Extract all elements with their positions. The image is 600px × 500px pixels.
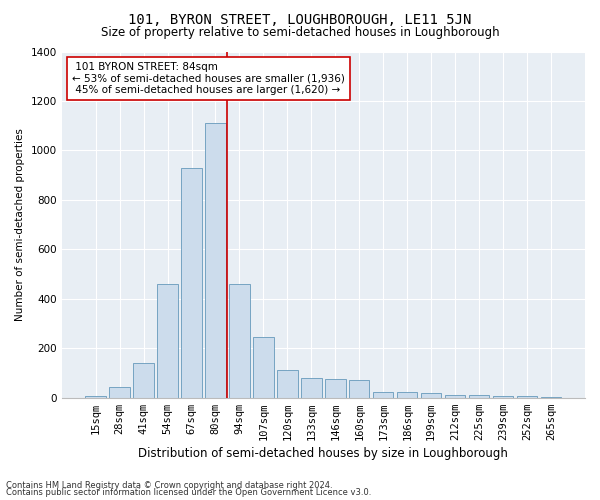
Bar [253,337,274,398]
Bar [301,378,322,398]
Bar [493,396,513,398]
X-axis label: Distribution of semi-detached houses by size in Loughborough: Distribution of semi-detached houses by … [139,447,508,460]
Bar [205,123,226,398]
Bar [181,168,202,398]
Y-axis label: Number of semi-detached properties: Number of semi-detached properties [15,128,25,321]
Bar [109,386,130,398]
Bar [373,392,394,398]
Text: Contains HM Land Registry data © Crown copyright and database right 2024.: Contains HM Land Registry data © Crown c… [6,480,332,490]
Text: 101, BYRON STREET, LOUGHBOROUGH, LE11 5JN: 101, BYRON STREET, LOUGHBOROUGH, LE11 5J… [128,12,472,26]
Bar [325,379,346,398]
Bar [445,394,466,398]
Text: Contains public sector information licensed under the Open Government Licence v3: Contains public sector information licen… [6,488,371,497]
Bar [541,397,561,398]
Text: 101 BYRON STREET: 84sqm
← 53% of semi-detached houses are smaller (1,936)
 45% o: 101 BYRON STREET: 84sqm ← 53% of semi-de… [72,62,345,95]
Bar [421,393,442,398]
Bar [469,395,490,398]
Bar [397,392,418,398]
Bar [157,284,178,398]
Bar [517,396,537,398]
Text: Size of property relative to semi-detached houses in Loughborough: Size of property relative to semi-detach… [101,26,499,39]
Bar [85,396,106,398]
Bar [133,363,154,398]
Bar [349,380,370,398]
Bar [229,284,250,398]
Bar [277,370,298,398]
